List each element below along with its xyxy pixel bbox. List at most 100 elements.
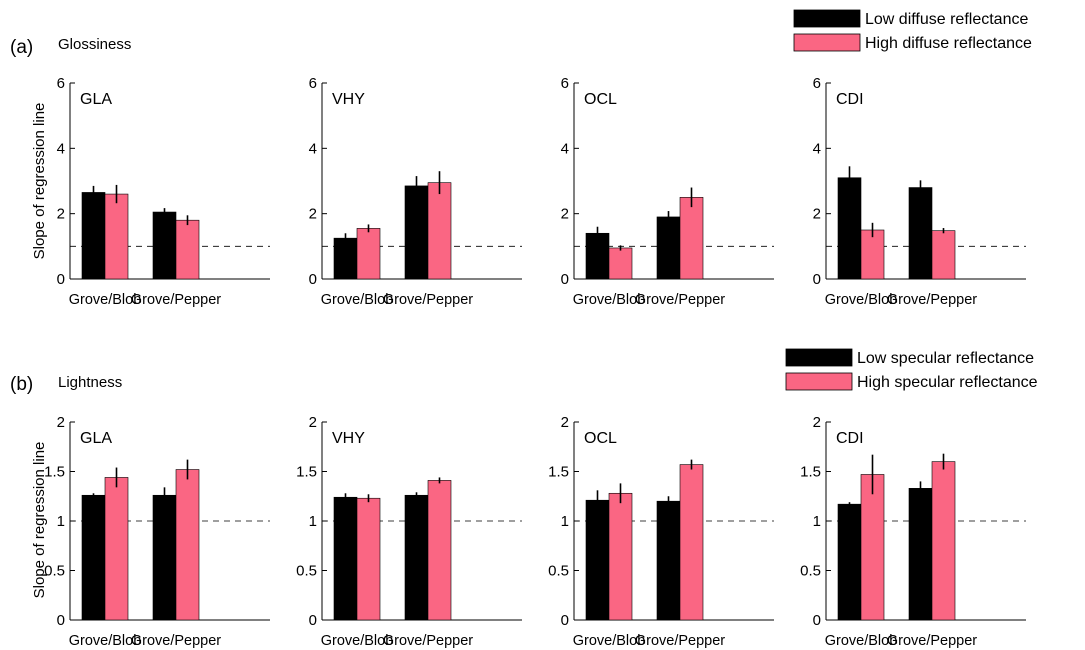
y-tick-label: 0 [561, 271, 569, 288]
y-tick-label: 2 [813, 414, 821, 431]
legend: Low diffuse reflectance High diffuse refl… [793, 9, 1032, 52]
x-tick-label: Grove/Blob [825, 633, 898, 649]
x-tick-label: Grove/Blob [825, 292, 898, 308]
legend-swatch-low [785, 348, 853, 367]
y-tick-label: 0 [57, 271, 65, 288]
x-tick-label: Grove/Blob [321, 633, 394, 649]
bar-low-grove-pepper [152, 211, 177, 280]
bar-high-grove-blob [860, 474, 885, 621]
y-tick-label: 6 [57, 75, 65, 92]
legend-entry-high: High diffuse reflectance [865, 35, 1032, 52]
bar-high-grove-pepper [427, 182, 452, 280]
y-tick-label: 0 [309, 612, 317, 629]
y-tick-label: 6 [561, 75, 569, 92]
bar-high-grove-pepper [679, 464, 704, 621]
bar-low-grove-pepper [908, 187, 933, 280]
panel-b: (b) Lightness Slope of regression line Low … [10, 348, 1038, 649]
y-tick-label: 0.5 [548, 563, 569, 580]
legend-entry-low: Low diffuse reflectance [865, 11, 1028, 28]
bar-low-grove-blob [837, 177, 862, 280]
x-tick-label: Grove/Blob [573, 292, 646, 308]
y-tick-label: 2 [57, 414, 65, 431]
subplot-title: VHY [332, 430, 365, 447]
panel-label: (b) [10, 374, 33, 395]
bar-high-grove-pepper [931, 230, 956, 280]
panel-title: Glossiness [58, 36, 131, 53]
panel-title: Lightness [58, 374, 122, 391]
y-tick-label: 0 [813, 271, 821, 288]
bar-low-grove-blob [333, 237, 358, 280]
legend-swatch-high [793, 33, 861, 52]
y-tick-label: 0 [309, 271, 317, 288]
y-tick-label: 4 [561, 140, 569, 157]
y-tick-label: 0 [561, 612, 569, 629]
subplot-title: CDI [836, 91, 864, 108]
subplot-title: CDI [836, 430, 864, 447]
bar-high-grove-pepper [175, 219, 200, 280]
y-tick-label: 0.5 [44, 563, 65, 580]
y-tick-label: 2 [57, 206, 65, 223]
y-axis-label: Slope of regression line [31, 103, 48, 260]
y-tick-label: 0 [813, 612, 821, 629]
y-tick-label: 2 [309, 206, 317, 223]
bar-low-grove-blob [837, 503, 862, 621]
y-tick-label: 0 [57, 612, 65, 629]
bar-low-grove-pepper [656, 500, 681, 621]
x-tick-label: Grove/Pepper [383, 633, 473, 649]
bar-low-grove-pepper [404, 494, 429, 621]
bar-low-grove-pepper [152, 494, 177, 621]
bar-low-grove-blob [585, 499, 610, 621]
bar-low-grove-blob [585, 232, 610, 280]
y-tick-label: 6 [309, 75, 317, 92]
x-tick-label: Grove/Pepper [131, 633, 221, 649]
bar-low-grove-pepper [656, 216, 681, 280]
x-tick-label: Grove/Pepper [635, 292, 725, 308]
y-tick-label: 4 [813, 140, 821, 157]
y-tick-label: 2 [309, 414, 317, 431]
y-tick-label: 4 [57, 140, 65, 157]
bar-high-grove-blob [356, 228, 381, 280]
y-tick-label: 1 [813, 513, 821, 530]
x-tick-label: Grove/Pepper [131, 292, 221, 308]
bar-high-grove-pepper [427, 480, 452, 621]
bar-high-grove-pepper [679, 197, 704, 280]
subplot-title: OCL [584, 91, 617, 108]
bar-high-grove-blob [104, 477, 129, 621]
bar-low-grove-pepper [908, 488, 933, 621]
x-tick-label: Grove/Blob [69, 292, 142, 308]
y-tick-label: 6 [813, 75, 821, 92]
bar-low-grove-blob [333, 496, 358, 621]
legend-swatch-low [793, 9, 861, 28]
subplot-title: VHY [332, 91, 365, 108]
y-tick-label: 2 [561, 414, 569, 431]
x-tick-label: Grove/Blob [321, 292, 394, 308]
bar-high-grove-blob [860, 229, 885, 280]
panel-a: (a) Glossiness Slope of regression line Low… [10, 9, 1032, 308]
bar-high-grove-blob [608, 492, 633, 621]
y-tick-label: 0.5 [800, 563, 821, 580]
y-tick-label: 4 [309, 140, 317, 157]
panel-label: (a) [10, 37, 33, 58]
y-tick-label: 1 [57, 513, 65, 530]
legend: Low specular reflectance High specular re… [785, 348, 1038, 391]
y-tick-label: 1 [309, 513, 317, 530]
y-tick-label: 1.5 [44, 464, 65, 481]
y-tick-label: 0.5 [296, 563, 317, 580]
legend-entry-low: Low specular reflectance [857, 350, 1034, 367]
bar-high-grove-blob [608, 247, 633, 280]
y-axis-label: Slope of regression line [31, 442, 48, 599]
subplot-title: GLA [80, 430, 112, 447]
x-tick-label: Grove/Pepper [635, 633, 725, 649]
subplot-title: OCL [584, 430, 617, 447]
x-tick-label: Grove/Pepper [383, 292, 473, 308]
y-tick-label: 1 [561, 513, 569, 530]
bar-low-grove-blob [81, 494, 106, 621]
x-tick-label: Grove/Pepper [887, 633, 977, 649]
